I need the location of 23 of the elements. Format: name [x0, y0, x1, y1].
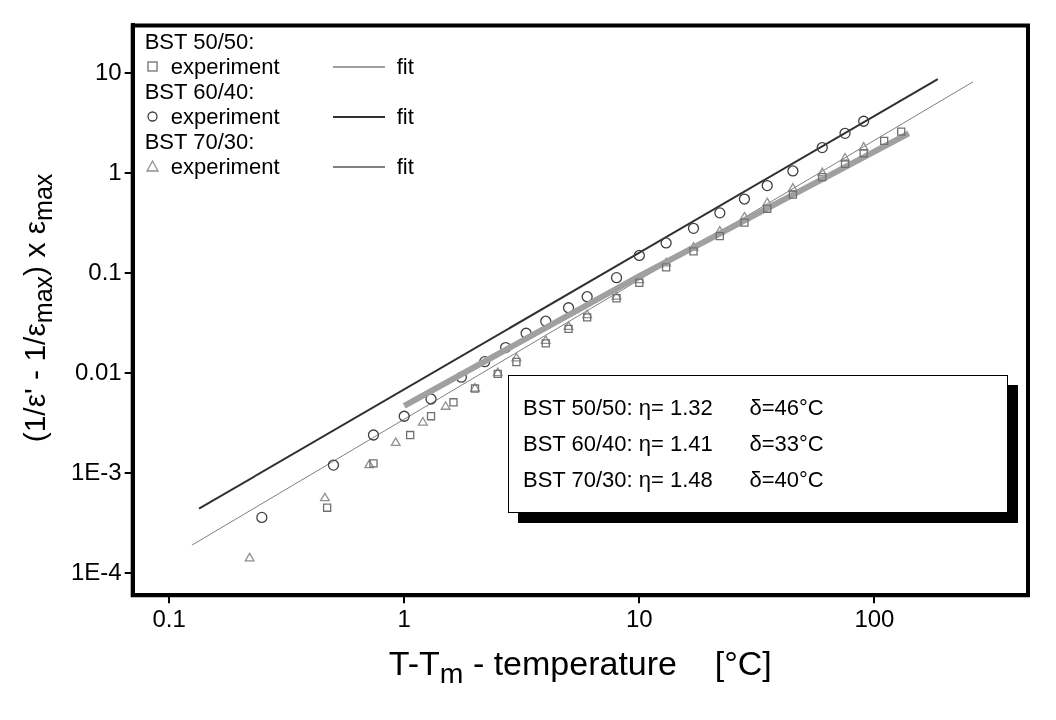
- y-tick-label: 1E-3: [70, 457, 122, 485]
- y-tick-label: 0.1: [88, 257, 122, 285]
- x-tick-label: 1: [397, 605, 411, 633]
- x-tick-label: 10: [625, 605, 653, 633]
- legend-label: experiment: [170, 54, 281, 80]
- x-tick-label: 100: [854, 605, 895, 633]
- y-tick-label: 10: [94, 57, 122, 85]
- annotation: BST 50/50: η= 1.32 δ=46°C: [523, 394, 825, 423]
- legend-label: experiment: [170, 104, 281, 130]
- legend-label: fit: [396, 54, 414, 80]
- x-tick-label: 0.1: [152, 605, 186, 633]
- annotation: BST 60/40:: [144, 79, 256, 105]
- annotation: BST 60/40: η= 1.41 δ=33°C: [523, 430, 825, 459]
- x-axis-title: T-T$_{m}$ - temperature [°C]: [387, 644, 773, 690]
- y-tick-label: 1: [108, 157, 122, 185]
- y-tick-label: 0.01: [74, 357, 122, 385]
- annotation: BST 70/30:: [144, 129, 256, 155]
- annotation: BST 70/30: η= 1.48 δ=40°C: [523, 466, 825, 495]
- y-tick-label: 1E-4: [70, 557, 122, 585]
- legend-label: fit: [396, 154, 414, 180]
- annotation: BST 50/50:: [144, 29, 256, 55]
- legend-label: experiment: [170, 154, 281, 180]
- legend-label: fit: [396, 104, 414, 130]
